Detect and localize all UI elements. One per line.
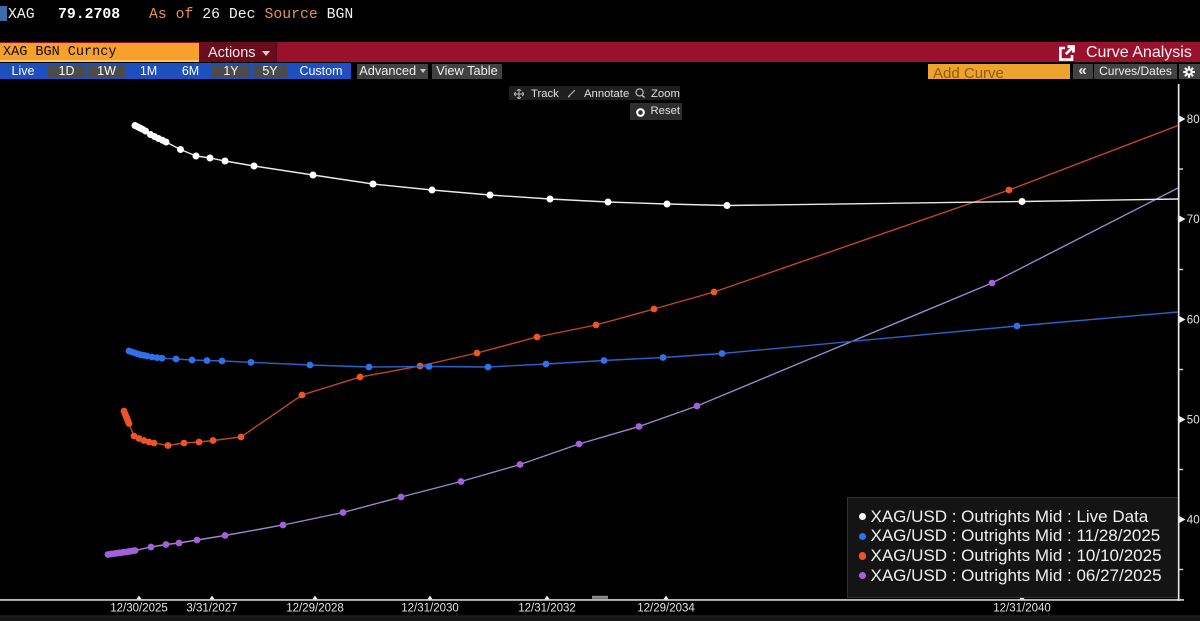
svg-text:70: 70 [1187, 214, 1200, 226]
svg-text:12/31/2032: 12/31/2032 [518, 603, 576, 615]
svg-text:50: 50 [1187, 415, 1200, 427]
svg-text:12/29/2028: 12/29/2028 [286, 603, 344, 615]
svg-text:12/30/2025: 12/30/2025 [110, 603, 168, 615]
svg-text:60: 60 [1187, 315, 1200, 327]
svg-text:40: 40 [1187, 515, 1200, 527]
svg-text:3/31/2027: 3/31/2027 [186, 603, 237, 615]
svg-text:12/31/2030: 12/31/2030 [401, 603, 459, 615]
svg-text:12/29/2034: 12/29/2034 [637, 603, 695, 615]
svg-text:12/31/2040: 12/31/2040 [993, 603, 1051, 615]
svg-text:80: 80 [1187, 114, 1200, 126]
